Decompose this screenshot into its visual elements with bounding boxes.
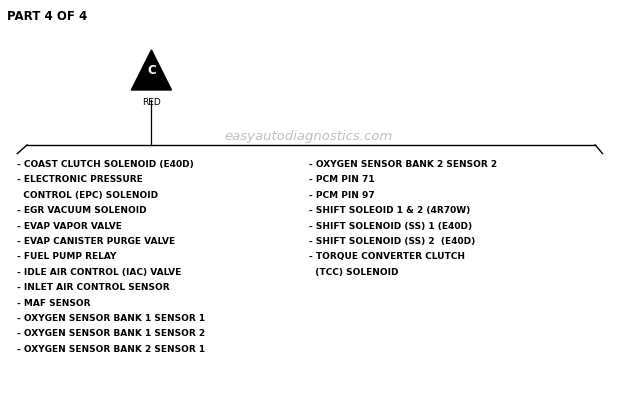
Text: - EVAP CANISTER PURGE VALVE: - EVAP CANISTER PURGE VALVE — [17, 237, 176, 246]
Text: - OXYGEN SENSOR BANK 1 SENSOR 1: - OXYGEN SENSOR BANK 1 SENSOR 1 — [17, 314, 205, 323]
Text: - MAF SENSOR: - MAF SENSOR — [17, 298, 91, 308]
Text: - OXYGEN SENSOR BANK 2 SENSOR 1: - OXYGEN SENSOR BANK 2 SENSOR 1 — [17, 345, 205, 354]
Text: - COAST CLUTCH SOLENOID (E40D): - COAST CLUTCH SOLENOID (E40D) — [17, 160, 194, 169]
Text: CONTROL (EPC) SOLENOID: CONTROL (EPC) SOLENOID — [17, 191, 158, 200]
Text: - OXYGEN SENSOR BANK 2 SENSOR 2: - OXYGEN SENSOR BANK 2 SENSOR 2 — [309, 160, 497, 169]
Text: - OXYGEN SENSOR BANK 1 SENSOR 2: - OXYGEN SENSOR BANK 1 SENSOR 2 — [17, 330, 205, 338]
Text: - PCM PIN 97: - PCM PIN 97 — [309, 191, 375, 200]
Text: RED: RED — [142, 98, 161, 107]
Text: - SHIFT SOLENOID (SS) 2  (E40D): - SHIFT SOLENOID (SS) 2 (E40D) — [309, 237, 475, 246]
Text: - INLET AIR CONTROL SENSOR: - INLET AIR CONTROL SENSOR — [17, 283, 170, 292]
Text: - FUEL PUMP RELAY: - FUEL PUMP RELAY — [17, 252, 117, 262]
Text: - EGR VACUUM SOLENOID: - EGR VACUUM SOLENOID — [17, 206, 147, 215]
Text: - IDLE AIR CONTROL (IAC) VALVE: - IDLE AIR CONTROL (IAC) VALVE — [17, 268, 182, 277]
Text: - PCM PIN 71: - PCM PIN 71 — [309, 175, 375, 184]
Text: - EVAP VAPOR VALVE: - EVAP VAPOR VALVE — [17, 222, 122, 230]
Text: - SHIFT SOLEOID 1 & 2 (4R70W): - SHIFT SOLEOID 1 & 2 (4R70W) — [309, 206, 470, 215]
Text: - SHIFT SOLENOID (SS) 1 (E40D): - SHIFT SOLENOID (SS) 1 (E40D) — [309, 222, 472, 230]
Text: (TCC) SOLENOID: (TCC) SOLENOID — [309, 268, 399, 277]
Text: - TORQUE CONVERTER CLUTCH: - TORQUE CONVERTER CLUTCH — [309, 252, 465, 262]
Text: C: C — [147, 64, 156, 77]
Polygon shape — [131, 50, 171, 90]
Text: - ELECTRONIC PRESSURE: - ELECTRONIC PRESSURE — [17, 175, 143, 184]
Text: PART 4 OF 4: PART 4 OF 4 — [7, 10, 88, 23]
Text: easyautodiagnostics.com: easyautodiagnostics.com — [225, 130, 393, 143]
